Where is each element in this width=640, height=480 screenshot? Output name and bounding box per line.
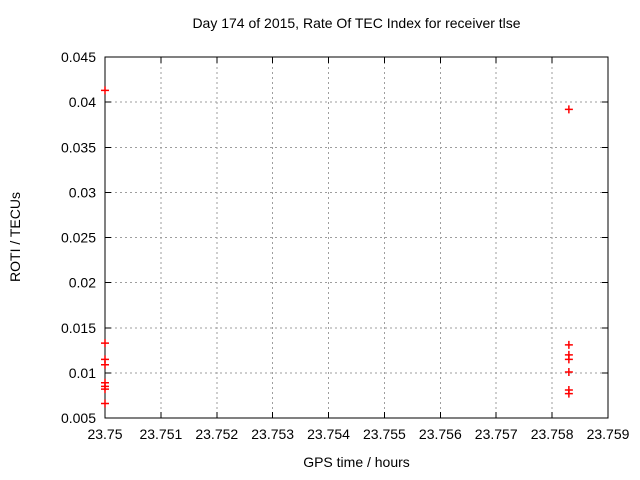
x-tick-label: 23.755 <box>363 426 406 442</box>
data-point-marker <box>101 86 109 95</box>
y-tick-label: 0.01 <box>69 365 96 381</box>
x-tick-label: 23.756 <box>419 426 462 442</box>
y-tick-label: 0.025 <box>61 230 96 246</box>
data-point-marker <box>564 105 573 114</box>
x-tick-label: 23.753 <box>251 426 294 442</box>
x-tick-label: 23.754 <box>307 426 350 442</box>
data-point-marker <box>564 367 573 376</box>
y-tick-label: 0.015 <box>61 320 96 336</box>
data-point-marker <box>101 385 109 394</box>
data-point-marker <box>564 355 573 364</box>
x-tick-label: 23.757 <box>475 426 518 442</box>
x-tick-label: 23.752 <box>195 426 238 442</box>
y-tick-label: 0.04 <box>69 94 96 110</box>
x-tick-label: 23.759 <box>587 426 630 442</box>
y-tick-label: 0.035 <box>61 139 96 155</box>
data-point-marker <box>101 399 109 408</box>
y-tick-label: 0.045 <box>61 49 96 65</box>
data-point-marker <box>101 339 109 348</box>
y-tick-label: 0.005 <box>61 410 96 426</box>
x-tick-label: 23.758 <box>531 426 574 442</box>
x-tick-label: 23.75 <box>87 426 122 442</box>
data-point-marker <box>101 360 109 369</box>
y-tick-label: 0.03 <box>69 184 96 200</box>
y-tick-label: 0.02 <box>69 275 96 291</box>
data-point-marker <box>564 340 573 349</box>
x-tick-label: 23.751 <box>139 426 182 442</box>
x-axis-title: GPS time / hours <box>303 454 410 470</box>
data-point-marker <box>564 389 573 398</box>
chart-title: Day 174 of 2015, Rate Of TEC Index for r… <box>192 15 521 31</box>
